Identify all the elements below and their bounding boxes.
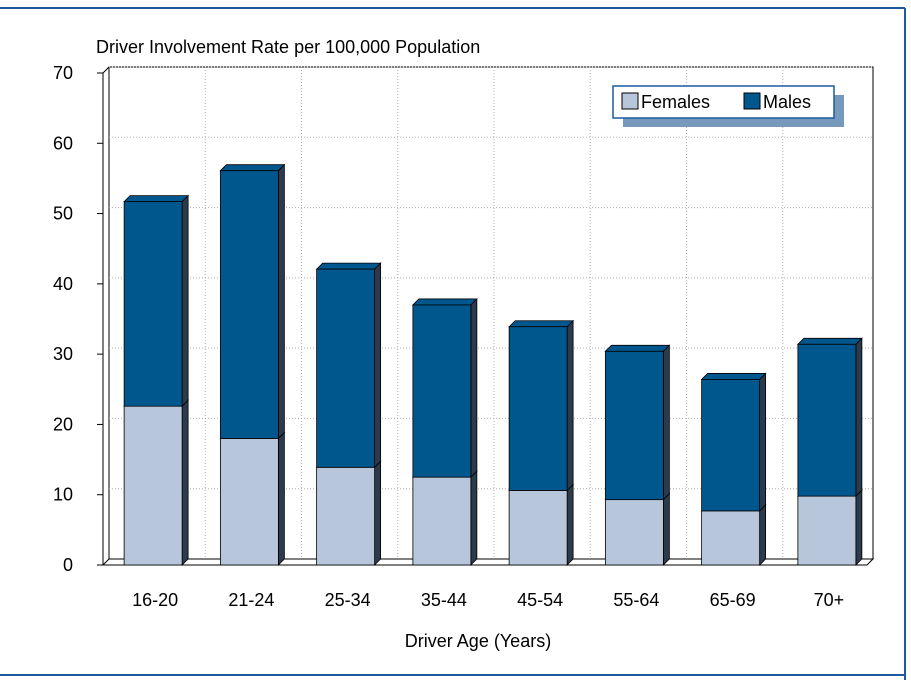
bar-females-16-20-side (181, 399, 189, 566)
x-tick-label: 21-24 (228, 590, 274, 610)
x-tick-label: 16-20 (132, 590, 178, 610)
bar-females-55-64 (604, 499, 664, 566)
bar-females-65-69 (701, 510, 761, 566)
bar-males-70+ (797, 343, 857, 497)
x-tick-label: 35-44 (421, 590, 467, 610)
bar-females-21-24 (219, 438, 279, 566)
bar-males-65-69 (701, 379, 761, 512)
bar-males-45-54-side (566, 319, 574, 492)
bar-males-21-24-side (277, 163, 285, 440)
axes (97, 66, 110, 566)
y-tick-label: 20 (53, 414, 73, 434)
bar-males-16-20-top (123, 195, 190, 203)
y-tick-label: 10 (53, 485, 73, 505)
bar-females-21-24-side (277, 431, 285, 566)
x-tick-labels: 16-20 21-24 25-34 35-44 45-54 55-64 65-69 70+ (132, 590, 844, 610)
bar-females-35-44-side (470, 470, 478, 566)
bar-males-70+-side (855, 337, 863, 498)
y-tick-label: 70 (53, 63, 73, 83)
bar-females-45-54 (508, 490, 568, 566)
x-tick-label: 55-64 (613, 590, 659, 610)
legend: Females Males (612, 85, 844, 127)
bar-males-70+-top (796, 337, 863, 345)
bar-males-55-64-side (662, 344, 670, 501)
legend-box (612, 85, 835, 119)
y-tick-label: 60 (53, 133, 73, 153)
legend-label-males: Males (763, 92, 811, 112)
bar-males-55-64-top (604, 344, 671, 352)
bar-males-45-54-top (508, 320, 575, 328)
x-axis-label: Driver Age (Years) (405, 631, 551, 651)
bar-males-65-69-side (759, 372, 767, 512)
y-tick-label: 40 (53, 274, 73, 294)
bar-females-25-34-side (374, 460, 382, 566)
bar-males-16-20-side (181, 194, 189, 408)
bar-males-25-34-top (315, 262, 382, 270)
bar-males-65-69-top (700, 373, 767, 380)
x-tick-label: 70+ (814, 590, 845, 610)
bar-males-21-24 (219, 170, 279, 439)
legend-swatch-females (621, 92, 639, 110)
x-tick-label: 65-69 (710, 590, 756, 610)
y-tick-labels: 0 10 20 30 40 50 60 70 (53, 63, 73, 575)
legend-swatch-males (743, 92, 761, 110)
bar-males-25-34 (316, 268, 376, 468)
bar-females-25-34 (316, 466, 376, 566)
bar-males-45-54 (508, 326, 568, 491)
bar-males-35-44-top (411, 298, 478, 306)
bar-females-45-54-side (566, 483, 574, 566)
x-tick-label: 45-54 (517, 590, 563, 610)
bar-males-25-34-side (374, 262, 382, 469)
y-tick-label: 0 (63, 555, 73, 575)
legend-label-females: Females (641, 92, 710, 112)
bar-females-35-44 (412, 476, 472, 566)
bar-females-65-69-side (759, 503, 767, 566)
bar-males-55-64 (604, 350, 664, 501)
y-axis-depth (102, 66, 110, 74)
bar-males-35-44 (412, 304, 472, 478)
y-tick-label: 50 (53, 204, 73, 224)
x-tick-label: 25-34 (325, 590, 371, 610)
chart-title: Driver Involvement Rate per 100,000 Popu… (96, 37, 480, 57)
bar-males-21-24-top (219, 164, 286, 172)
bar-females-16-20 (123, 405, 183, 566)
bars (123, 163, 863, 566)
y-tick-label: 30 (53, 344, 73, 364)
bar-females-70+-side (855, 489, 863, 566)
bar-females-55-64-side (662, 492, 670, 566)
bar-males-16-20 (123, 201, 183, 407)
bar-females-70+ (797, 495, 857, 566)
bar-males-35-44-side (470, 297, 478, 479)
